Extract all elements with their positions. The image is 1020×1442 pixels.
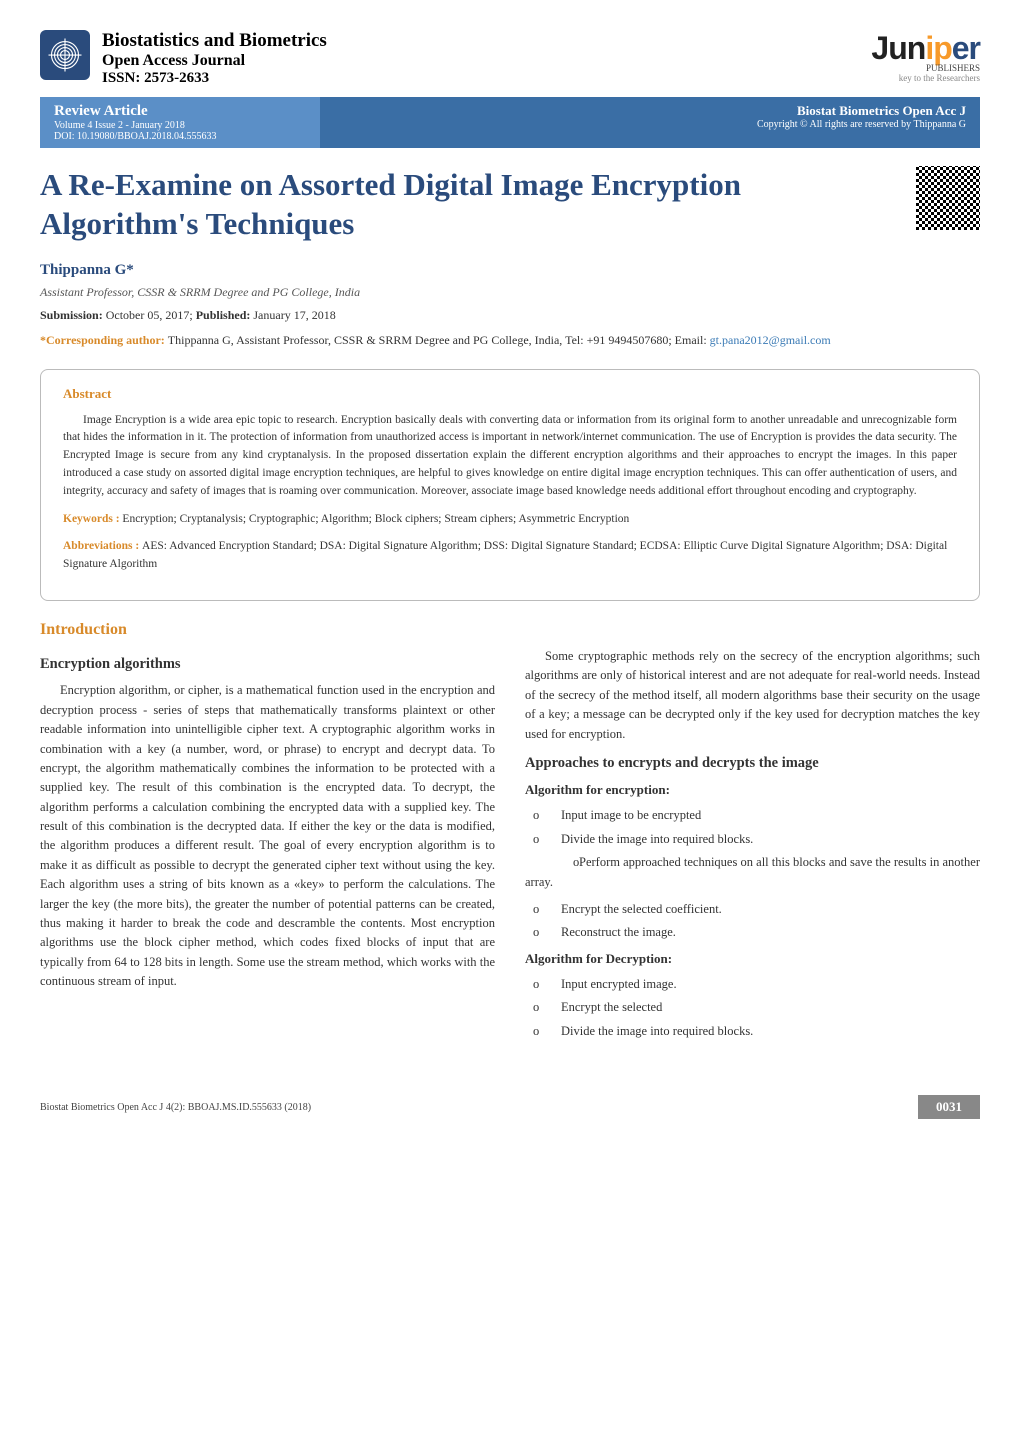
subheading-approaches: Approaches to encrypts and decrypts the …	[525, 752, 980, 774]
keywords-label: Keywords :	[63, 513, 122, 525]
journal-issn: ISSN: 2573-2633	[102, 70, 327, 87]
algo-enc-heading: Algorithm for encryption:	[525, 780, 980, 800]
corresponding-label: *Corresponding author:	[40, 333, 168, 347]
fingerprint-icon	[40, 30, 90, 80]
page-footer: Biostat Biometrics Open Acc J 4(2): BBOA…	[40, 1095, 980, 1119]
keywords-text: Encryption; Cryptanalysis; Cryptographic…	[122, 513, 629, 525]
algo-dec-heading: Algorithm for Decryption:	[525, 949, 980, 969]
publisher-name: Juniper	[871, 30, 980, 67]
qr-code-icon	[916, 166, 980, 230]
abstract-body: Image Encryption is a wide area epic top…	[63, 412, 957, 501]
publisher-tagline: key to the Researchers	[899, 73, 980, 83]
abstract-heading: Abstract	[63, 386, 957, 402]
affiliation: Assistant Professor, CSSR & SRRM Degree …	[40, 285, 980, 300]
abstract-box: Abstract Image Encryption is a wide area…	[40, 369, 980, 602]
title-row: A Re-Examine on Assorted Digital Image E…	[0, 148, 1020, 252]
algo-enc-item: oDivide the image into required blocks.	[549, 830, 980, 849]
corresponding-author: *Corresponding author: Thippanna G, Assi…	[40, 331, 980, 349]
banner-right: Biostat Biometrics Open Acc J Copyright …	[320, 97, 980, 148]
paper-title: A Re-Examine on Assorted Digital Image E…	[40, 166, 916, 244]
footer-citation: Biostat Biometrics Open Acc J 4(2): BBOA…	[40, 1102, 918, 1113]
two-column-body: Encryption algorithms Encryption algorit…	[0, 647, 1020, 1045]
corresponding-text: Thippanna G, Assistant Professor, CSSR &…	[168, 333, 710, 347]
section-heading-introduction: Introduction	[0, 621, 1020, 639]
email-link[interactable]: gt.pana2012@gmail.com	[710, 333, 831, 347]
submission-date: October 05, 2017;	[103, 308, 196, 322]
page-header: Biostatistics and Biometrics Open Access…	[0, 0, 1020, 87]
subheading-encryption-algos: Encryption algorithms	[40, 653, 495, 675]
keywords-line: Keywords : Encryption; Cryptanalysis; Cr…	[63, 511, 957, 529]
publisher-logo: Juniper PUBLISHERS key to the Researcher…	[871, 30, 980, 83]
algo-dec-item: oDivide the image into required blocks.	[549, 1022, 980, 1041]
algo-dec-item: oInput encrypted image.	[549, 975, 980, 994]
algo-enc-item-wrap: oPerform approached techniques on all th…	[525, 853, 980, 892]
algo-dec-item: oEncrypt the selected	[549, 998, 980, 1017]
para-col1-1: Encryption algorithm, or cipher, is a ma…	[40, 681, 495, 991]
abbreviations-line: Abbreviations : AES: Advanced Encryption…	[63, 538, 957, 574]
journal-block: Biostatistics and Biometrics Open Access…	[40, 30, 327, 87]
volume-line: Volume 4 Issue 2 - January 2018	[54, 120, 306, 131]
article-type-label: Review Article	[54, 103, 306, 120]
doi-line: DOI: 10.19080/BBOAJ.2018.04.555633	[54, 131, 306, 142]
abbreviations-text: AES: Advanced Encryption Standard; DSA: …	[63, 540, 947, 570]
journal-subtitle: Open Access Journal	[102, 52, 327, 70]
column-right: Some cryptographic methods rely on the s…	[525, 647, 980, 1045]
dates-line: Submission: October 05, 2017; Published:…	[40, 308, 980, 323]
author-name: Thippanna G*	[40, 262, 980, 279]
algo-enc-item: oReconstruct the image.	[549, 923, 980, 942]
meta-block: Thippanna G* Assistant Professor, CSSR &…	[0, 252, 1020, 349]
banner-left: Review Article Volume 4 Issue 2 - Januar…	[40, 97, 320, 148]
publisher-sublabel: PUBLISHERS	[926, 63, 980, 73]
para-col2-1: Some cryptographic methods rely on the s…	[525, 647, 980, 744]
journal-title: Biostatistics and Biometrics	[102, 30, 327, 52]
journal-short-label: Biostat Biometrics Open Acc J	[334, 103, 966, 119]
abbreviations-label: Abbreviations :	[63, 540, 142, 552]
algo-enc-item: oInput image to be encrypted	[549, 806, 980, 825]
published-label: Published:	[196, 308, 251, 322]
submission-label: Submission:	[40, 308, 103, 322]
page-number: 0031	[918, 1095, 980, 1119]
copyright-line: Copyright © All rights are reserved by T…	[334, 119, 966, 130]
published-date: January 17, 2018	[250, 308, 335, 322]
algo-enc-item: oEncrypt the selected coefficient.	[549, 900, 980, 919]
article-banner: Review Article Volume 4 Issue 2 - Januar…	[40, 97, 980, 148]
journal-text: Biostatistics and Biometrics Open Access…	[102, 30, 327, 87]
column-left: Encryption algorithms Encryption algorit…	[40, 647, 495, 1045]
